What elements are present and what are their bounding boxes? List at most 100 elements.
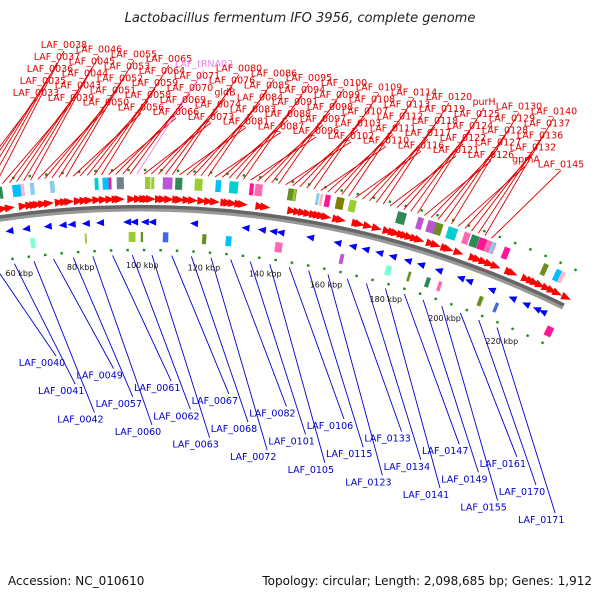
forward-feature-block bbox=[415, 216, 425, 231]
genome-backbone-shadow bbox=[0, 205, 565, 309]
forward-label-leader bbox=[334, 122, 401, 194]
reverse-gene-label: LAF_0170 bbox=[499, 487, 545, 498]
forward-gene-label: LAF_0033 bbox=[13, 88, 59, 99]
forward-label-leader bbox=[0, 50, 65, 177]
forward-gene-label: LAF_0037 bbox=[34, 52, 80, 63]
reverse-label-leader bbox=[0, 273, 57, 357]
map-title: Lactobacillus fermentum IFO 3956, comple… bbox=[125, 11, 476, 26]
forward-gene-arrow bbox=[506, 267, 518, 276]
reverse-feature-block bbox=[225, 235, 232, 247]
forward-gene-label: LAF_0132 bbox=[510, 142, 556, 153]
forward-gene-label: LAF_0053 bbox=[104, 61, 150, 72]
forward-gene-label: LAF_0074 bbox=[195, 100, 241, 111]
forward-label-leader bbox=[451, 112, 520, 225]
gene-labels: 60 kbp 80 kbp 100 kbp 120 kbp 140 kbp 160 kbp… bbox=[6, 40, 585, 526]
topology-summary: Topology: circular; Length: 2,098,685 bp… bbox=[261, 574, 592, 588]
forward-feature-block bbox=[314, 192, 320, 206]
reverse-gene-arrow bbox=[508, 296, 518, 303]
forward-gene-label: LAF_0080 bbox=[216, 64, 262, 75]
scale-tick-label: 180 kbp bbox=[370, 295, 403, 304]
reverse-label-leader bbox=[496, 327, 556, 514]
reverse-gene-arrow bbox=[81, 219, 91, 227]
forward-label-leader bbox=[257, 124, 324, 182]
forward-gene-label: LAF_0084 bbox=[237, 92, 283, 103]
forward-feature-block bbox=[254, 183, 264, 197]
forward-gene-label: LAF_0038 bbox=[41, 40, 87, 51]
reverse-label-leader bbox=[131, 254, 191, 410]
reverse-label-leader bbox=[72, 257, 134, 397]
forward-gene-label: LAF_0069 bbox=[160, 95, 206, 106]
forward-gene-label: LAF_0050 bbox=[83, 98, 129, 109]
forward-feature-block bbox=[460, 231, 471, 246]
forward-gene-arrow bbox=[164, 195, 175, 204]
forward-label-leader bbox=[491, 169, 562, 239]
reverse-label-leader bbox=[403, 293, 460, 445]
reverse-gene-label: LAF_0161 bbox=[480, 459, 526, 470]
reverse-gene-label: LAF_0141 bbox=[403, 490, 449, 501]
reverse-gene-arrow bbox=[140, 218, 149, 226]
reverse-gene-label: LAF_0061 bbox=[134, 383, 180, 394]
reverse-label-leader bbox=[441, 306, 499, 501]
forward-gene-arrow bbox=[371, 223, 382, 232]
forward-label-leader bbox=[477, 129, 548, 234]
forward-gene-arrow bbox=[43, 199, 55, 208]
forward-label-leader bbox=[101, 64, 170, 175]
reverse-gene-label: LAF_0068 bbox=[211, 424, 257, 435]
forward-gene-arrow bbox=[362, 221, 374, 229]
reverse-gene-arrow bbox=[375, 250, 384, 258]
forward-gene-arrow bbox=[92, 196, 103, 205]
reverse-gene-label: LAF_0133 bbox=[364, 434, 410, 445]
forward-gene-arrow bbox=[18, 202, 29, 211]
forward-gene-label: LAF_0045 bbox=[69, 57, 115, 68]
reverse-gene-arrow bbox=[22, 224, 31, 232]
forward-gene-label: LAF_0064 bbox=[139, 66, 185, 77]
forward-feature-block bbox=[323, 194, 331, 208]
forward-gene-label: purH bbox=[472, 97, 495, 108]
reverse-label-leader bbox=[92, 256, 153, 426]
forward-gene-label: LAF_0039 bbox=[48, 93, 94, 104]
forward-gene-arrow bbox=[4, 204, 15, 213]
reverse-gene-label: LAF_0060 bbox=[115, 427, 161, 438]
reverse-gene-label: LAF_0049 bbox=[76, 371, 122, 382]
forward-gene-label: LAF_0066 bbox=[153, 107, 199, 118]
forward-label-leader bbox=[207, 79, 275, 177]
forward-label-leader bbox=[30, 55, 100, 181]
forward-gene-label: LAF_tRNA02 bbox=[175, 59, 233, 70]
forward-feature-block bbox=[228, 181, 239, 194]
forward-gene-arrow bbox=[158, 195, 169, 204]
forward-gene-label: LAF_0098 bbox=[307, 102, 353, 113]
reverse-gene-label: LAF_0063 bbox=[172, 440, 218, 451]
forward-gene-arrow bbox=[489, 261, 501, 269]
forward-label-leader bbox=[471, 141, 541, 232]
scale-tick-label: 60 kbp bbox=[6, 269, 34, 278]
forward-gene-arrow bbox=[442, 244, 454, 252]
forward-gene-label: LAF_0071 bbox=[174, 71, 220, 82]
forward-gene-arrow bbox=[534, 279, 545, 288]
forward-gene-label: gldB bbox=[214, 88, 235, 99]
forward-gene-arrow bbox=[197, 196, 208, 205]
forward-gene-label: LAF_0044 bbox=[62, 69, 108, 80]
forward-label-leader bbox=[129, 81, 198, 175]
forward-gene-label: LAF_0055 bbox=[111, 49, 157, 60]
forward-gene-label: LAF_0124 bbox=[447, 121, 493, 132]
forward-label-leader bbox=[108, 117, 177, 175]
forward-gene-arrow bbox=[560, 291, 571, 300]
forward-label-leader bbox=[382, 102, 450, 205]
reverse-label-leader bbox=[249, 261, 307, 435]
forward-gene-label: LAF_0126 bbox=[468, 150, 514, 161]
forward-label-leader bbox=[136, 69, 205, 175]
reverse-gene-arrow bbox=[522, 302, 531, 309]
forward-gene-label: LAF_0111 bbox=[370, 123, 416, 134]
forward-gene-arrow bbox=[430, 239, 441, 248]
reverse-gene-label: LAF_0067 bbox=[192, 396, 238, 407]
forward-label-leader bbox=[299, 117, 366, 188]
reverse-gene-arrow bbox=[257, 226, 267, 234]
forward-gene-arrow bbox=[175, 195, 186, 204]
accession-text: Accession: NC_010610 bbox=[8, 574, 144, 588]
forward-gene-arrow bbox=[203, 197, 215, 206]
reverse-gene-label: LAF_0062 bbox=[153, 411, 199, 422]
reverse-gene-label: LAF_0040 bbox=[19, 358, 65, 369]
reverse-gene-arrow bbox=[189, 220, 199, 228]
forward-gene-label: LAF_0083 bbox=[230, 104, 276, 115]
